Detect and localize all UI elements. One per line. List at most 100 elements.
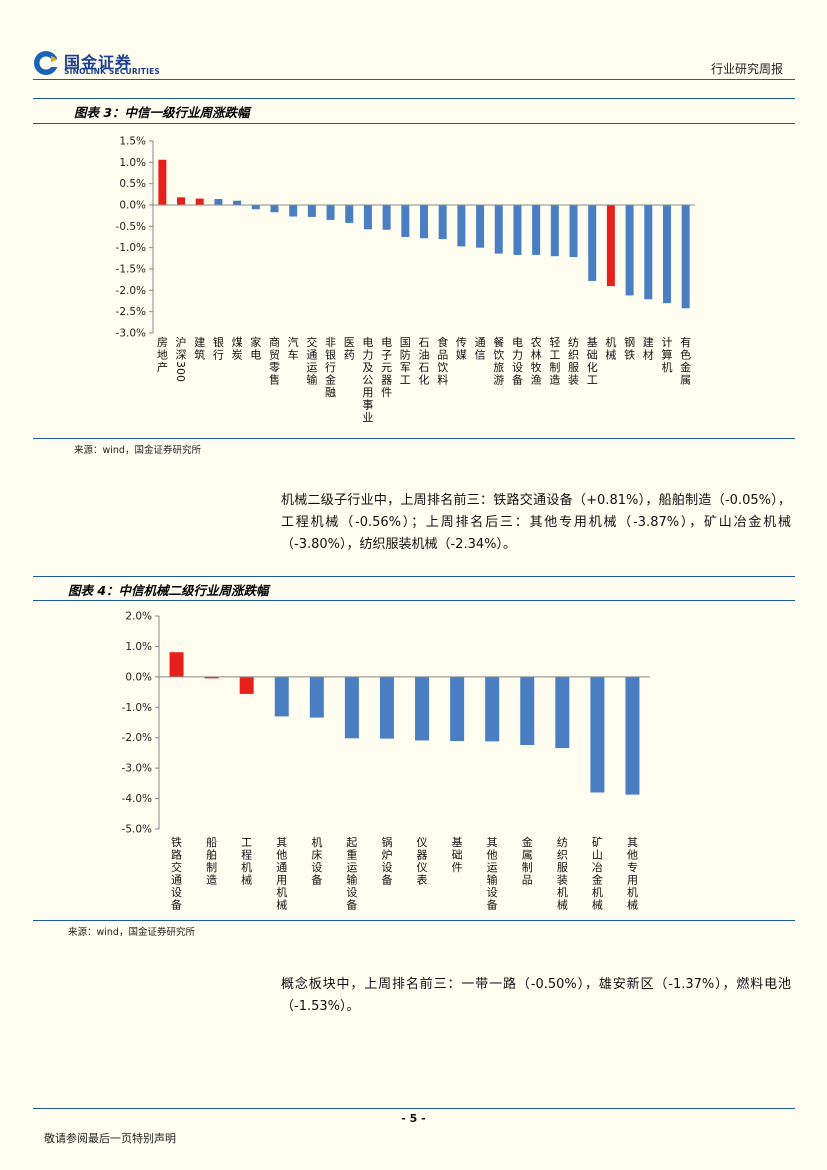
svg-text:备: 备 xyxy=(311,873,322,887)
svg-text:床: 床 xyxy=(311,848,322,862)
svg-text:装: 装 xyxy=(568,374,579,387)
svg-text:山: 山 xyxy=(592,849,603,862)
svg-text:通: 通 xyxy=(171,874,182,887)
svg-text:化: 化 xyxy=(587,360,598,374)
svg-text:银: 银 xyxy=(213,335,224,349)
svg-text:电: 电 xyxy=(512,336,523,349)
svg-text:设: 设 xyxy=(512,361,523,374)
svg-text:沪: 沪 xyxy=(176,335,187,349)
figure4-bar xyxy=(555,676,570,749)
svg-text:车: 车 xyxy=(288,348,299,362)
svg-text:织: 织 xyxy=(557,849,568,862)
svg-text:械: 械 xyxy=(276,898,287,912)
figure3-category-label: 计算机 xyxy=(661,336,672,374)
svg-text:筑: 筑 xyxy=(194,348,205,362)
svg-text:饮: 饮 xyxy=(437,361,448,374)
figure3-bar xyxy=(289,205,298,217)
svg-text:金: 金 xyxy=(325,373,336,387)
figure3-category-label: 建筑 xyxy=(194,335,205,362)
figure3-bar xyxy=(662,205,671,304)
svg-text:行: 行 xyxy=(213,349,224,362)
svg-text:旅: 旅 xyxy=(493,360,504,374)
figure4-bar xyxy=(169,652,184,677)
svg-text:备: 备 xyxy=(171,898,182,912)
svg-text:通: 通 xyxy=(306,349,317,362)
figure4-y-tick-label: -2.0% xyxy=(122,732,152,744)
figure4-category-label: 船舶制造 xyxy=(206,835,217,887)
svg-text:起: 起 xyxy=(346,836,357,849)
svg-text:房: 房 xyxy=(157,336,168,349)
svg-text:炭: 炭 xyxy=(232,349,243,362)
svg-text:事: 事 xyxy=(362,399,373,412)
svg-text:冶: 冶 xyxy=(592,860,603,874)
svg-text:仪: 仪 xyxy=(417,836,428,849)
figure3-title-rule xyxy=(33,123,795,124)
svg-text:备: 备 xyxy=(381,873,392,887)
figure4-y-tick-label: -5.0% xyxy=(122,824,152,836)
svg-text:金: 金 xyxy=(680,360,691,374)
figure3-bar xyxy=(494,205,503,254)
figure3-y-tick-label: -2.0% xyxy=(116,285,146,297)
figure3-bottom-rule xyxy=(33,438,795,439)
logo-english-name: SINOLINK SECURITIES xyxy=(64,67,161,76)
paragraph-machinery-subsectors: 机械二级子行业中，上周排名前三：铁路交通设备（+0.81%），船舶制造（-0.0… xyxy=(281,493,791,552)
svg-text:通: 通 xyxy=(475,336,486,349)
svg-text:零: 零 xyxy=(269,361,280,374)
footer-disclaimer: 敬请参阅最后一页特别声明 xyxy=(44,1132,176,1145)
svg-text:服: 服 xyxy=(568,361,579,374)
svg-text:交: 交 xyxy=(171,860,182,874)
svg-text:机: 机 xyxy=(276,885,287,899)
figure3-bar xyxy=(644,205,653,300)
svg-text:铁: 铁 xyxy=(171,836,182,849)
figure3-bar xyxy=(681,205,690,309)
figure4-category-label: 基础件 xyxy=(452,836,463,874)
svg-text:其: 其 xyxy=(487,836,498,849)
figure4-title: 图表 4：中信机械二级行业周涨跌幅 xyxy=(68,583,269,598)
svg-text:舶: 舶 xyxy=(206,849,217,862)
svg-text:油: 油 xyxy=(419,348,430,362)
figure3-bar xyxy=(251,205,260,210)
svg-text:渔: 渔 xyxy=(531,374,542,387)
figure3-y-tick-label: -0.5% xyxy=(116,221,146,233)
svg-text:电: 电 xyxy=(362,336,373,349)
svg-text:饮: 饮 xyxy=(493,349,504,362)
svg-text:银: 银 xyxy=(325,348,336,362)
figure3-bar xyxy=(457,205,466,247)
svg-text:有: 有 xyxy=(680,335,691,349)
svg-text:机: 机 xyxy=(557,885,568,899)
page-number: - 5 - xyxy=(401,1112,426,1125)
svg-text:制: 制 xyxy=(549,361,560,374)
figure4-y-tick-label: 2.0% xyxy=(125,611,152,623)
figure3-y-tick-label: -3.0% xyxy=(116,328,146,340)
svg-text:械: 械 xyxy=(557,898,568,912)
figure3-bar xyxy=(532,205,541,255)
svg-text:输: 输 xyxy=(346,873,357,887)
figure3-category-label: 建材 xyxy=(643,335,654,362)
svg-text:机: 机 xyxy=(592,885,603,899)
svg-text:器: 器 xyxy=(381,374,392,387)
figure4-category-label: 纺织服装机械 xyxy=(557,835,568,912)
figure3-y-tick-label: 0.5% xyxy=(119,178,146,190)
figure3-bar xyxy=(569,205,578,258)
svg-text:深: 深 xyxy=(176,349,187,362)
svg-text:炉: 炉 xyxy=(381,849,392,862)
figure3-bar xyxy=(214,199,223,205)
figure4-y-tick-label: -3.0% xyxy=(122,763,152,775)
svg-text:输: 输 xyxy=(306,373,317,387)
svg-text:石: 石 xyxy=(419,361,430,374)
svg-text:非: 非 xyxy=(325,336,336,349)
svg-text:军: 军 xyxy=(400,361,411,374)
logo-company-name: 国金证券 xyxy=(64,53,133,72)
figure4-category-label: 其他专用机械 xyxy=(627,836,638,912)
figure4-bar xyxy=(625,676,640,795)
